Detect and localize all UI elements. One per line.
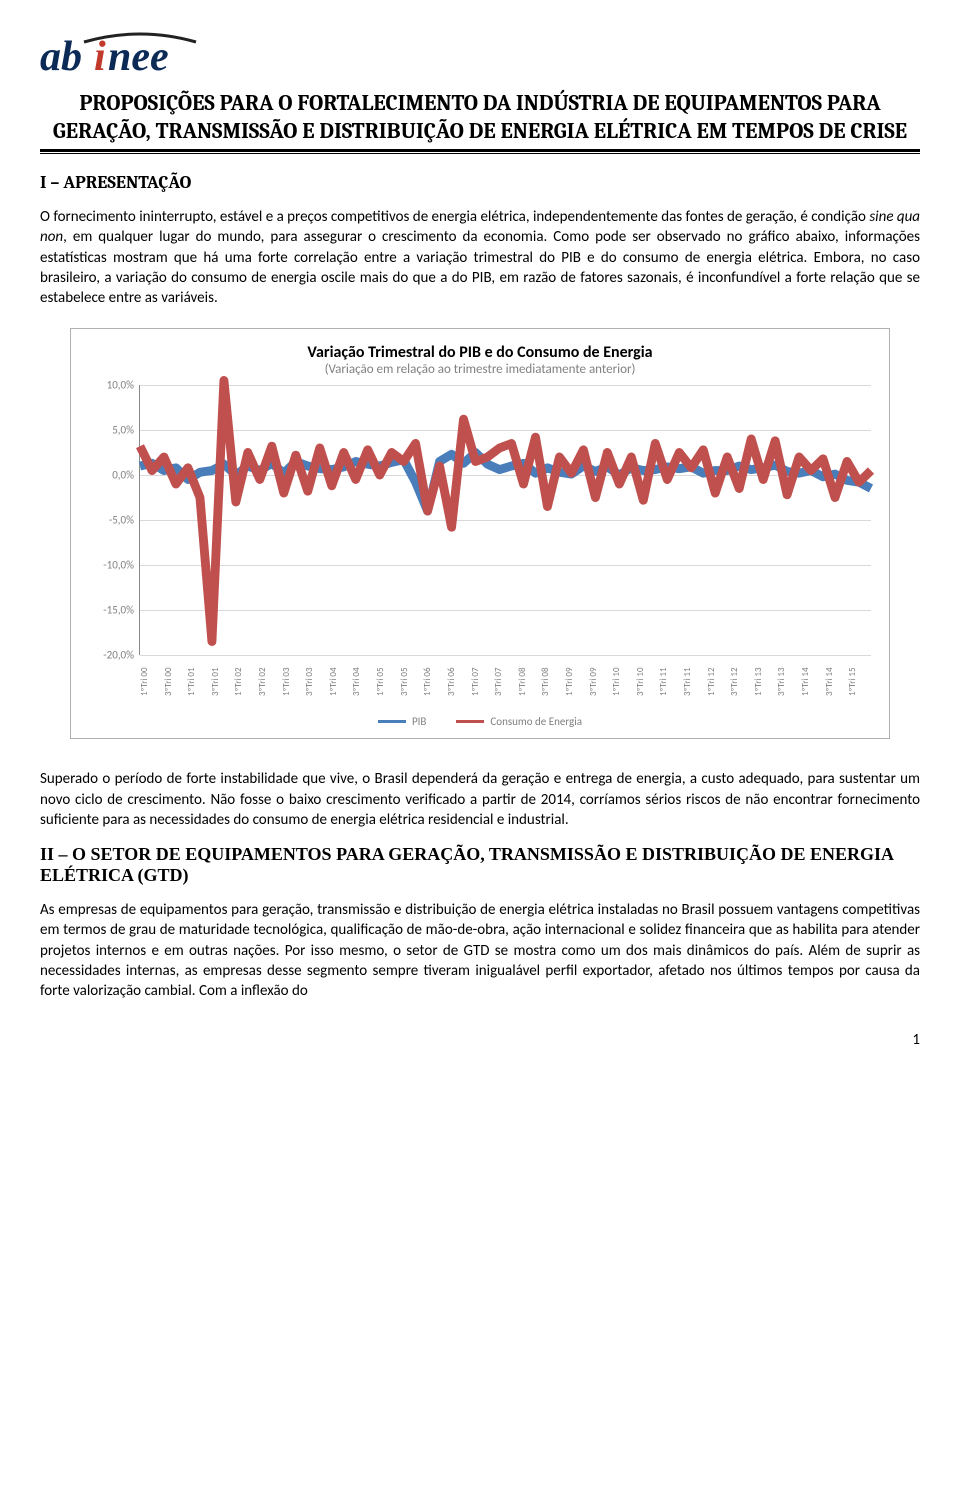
chart-x-tick: 3ºTri 03: [304, 659, 328, 705]
chart-plot-area: 10,0%5,0%0,0%-5,0%-10,0%-15,0%-20,0%: [139, 385, 871, 655]
paragraph-1: O fornecimento ininterrupto, estável e a…: [40, 207, 920, 308]
chart-x-tick: 1ºTri 14: [800, 659, 824, 705]
chart-x-tick: 3ºTri 09: [588, 659, 612, 705]
chart-x-tick: 1ºTri 00: [139, 659, 163, 705]
chart-x-tick: 1ºTri 10: [611, 659, 635, 705]
chart-container: Variação Trimestral do PIB e do Consumo …: [70, 328, 890, 739]
chart-x-tick: 1ºTri 06: [422, 659, 446, 705]
legend-item-pib: PIB: [378, 715, 426, 728]
legend-swatch-pib: [378, 720, 406, 723]
section-2-heading: II – O SETOR DE EQUIPAMENTOS PARA GERAÇÃ…: [40, 844, 920, 886]
chart-x-tick: 1ºTri 05: [375, 659, 399, 705]
legend-swatch-consumo: [456, 720, 484, 723]
chart-x-tick: 3ºTri 10: [635, 659, 659, 705]
chart-x-tick: 1ºTri 03: [281, 659, 305, 705]
chart-legend: PIB Consumo de Energia: [89, 715, 871, 728]
chart-y-tick: -10,0%: [90, 559, 134, 572]
chart-x-tick: 3ºTri 08: [540, 659, 564, 705]
chart-x-tick: 3ºTri 11: [682, 659, 706, 705]
chart-x-tick: 3ºTri 04: [351, 659, 375, 705]
para1-part-b: , em qualquer lugar do mundo, para asseg…: [40, 228, 920, 307]
chart-x-labels: 1ºTri 003ºTri 001ºTri 013ºTri 011ºTri 02…: [139, 659, 871, 705]
chart-series-consumo-de-energia: [140, 381, 871, 642]
chart-y-tick: -5,0%: [90, 514, 134, 527]
paragraph-2: Superado o período de forte instabilidad…: [40, 769, 920, 830]
chart-x-tick: 3ºTri 02: [257, 659, 281, 705]
legend-item-consumo: Consumo de Energia: [456, 715, 582, 728]
section-1-heading: I – APRESENTAÇÃO: [40, 172, 920, 193]
chart-x-tick: 3ºTri 06: [446, 659, 470, 705]
chart-x-tick: 3ºTri 13: [776, 659, 800, 705]
chart-x-tick: 3ºTri 14: [824, 659, 848, 705]
chart-subtitle: (Variação em relação ao trimestre imedia…: [89, 362, 871, 377]
chart-x-tick: 1ºTri 01: [186, 659, 210, 705]
chart-x-tick: 1ºTri 12: [706, 659, 730, 705]
document-title: PROPOSIÇÕES PARA O FORTALECIMENTO DA IND…: [40, 90, 920, 145]
legend-label-consumo: Consumo de Energia: [490, 715, 582, 728]
para1-part-a: O fornecimento ininterrupto, estável e a…: [40, 208, 869, 226]
chart-y-tick: -20,0%: [90, 649, 134, 662]
chart-x-tick: 1ºTri 02: [233, 659, 257, 705]
chart-y-tick: 5,0%: [90, 424, 134, 437]
logo: ab i nee: [40, 30, 920, 78]
chart-x-tick: 3ºTri 01: [210, 659, 234, 705]
chart-x-tick: 3ºTri 07: [493, 659, 517, 705]
chart-gridline: [140, 655, 871, 656]
chart-x-tick: 1ºTri 08: [517, 659, 541, 705]
legend-label-pib: PIB: [412, 715, 426, 728]
chart-x-tick: 3ºTri 00: [163, 659, 187, 705]
chart-x-tick: 1ºTri 07: [470, 659, 494, 705]
chart-x-tick: 1ºTri 09: [564, 659, 588, 705]
svg-text:ab: ab: [40, 34, 82, 78]
svg-text:i: i: [94, 34, 106, 78]
chart-x-tick: 1ºTri 11: [658, 659, 682, 705]
chart-x-tick: 1ºTri 15: [847, 659, 871, 705]
chart-x-tick: 1ºTri 04: [328, 659, 352, 705]
chart-y-tick: 0,0%: [90, 469, 134, 482]
chart-x-tick: 3ºTri 05: [399, 659, 423, 705]
chart-x-tick: 3ºTri 12: [729, 659, 753, 705]
chart-svg: [140, 385, 871, 655]
chart-x-tick: 1ºTri 13: [753, 659, 777, 705]
svg-text:nee: nee: [108, 34, 169, 78]
page-number: 1: [40, 1031, 920, 1049]
chart-title: Variação Trimestral do PIB e do Consumo …: [89, 343, 871, 362]
chart-y-tick: 10,0%: [90, 379, 134, 392]
chart-y-tick: -15,0%: [90, 604, 134, 617]
title-divider: [40, 149, 920, 154]
paragraph-3: As empresas de equipamentos para geração…: [40, 900, 920, 1001]
